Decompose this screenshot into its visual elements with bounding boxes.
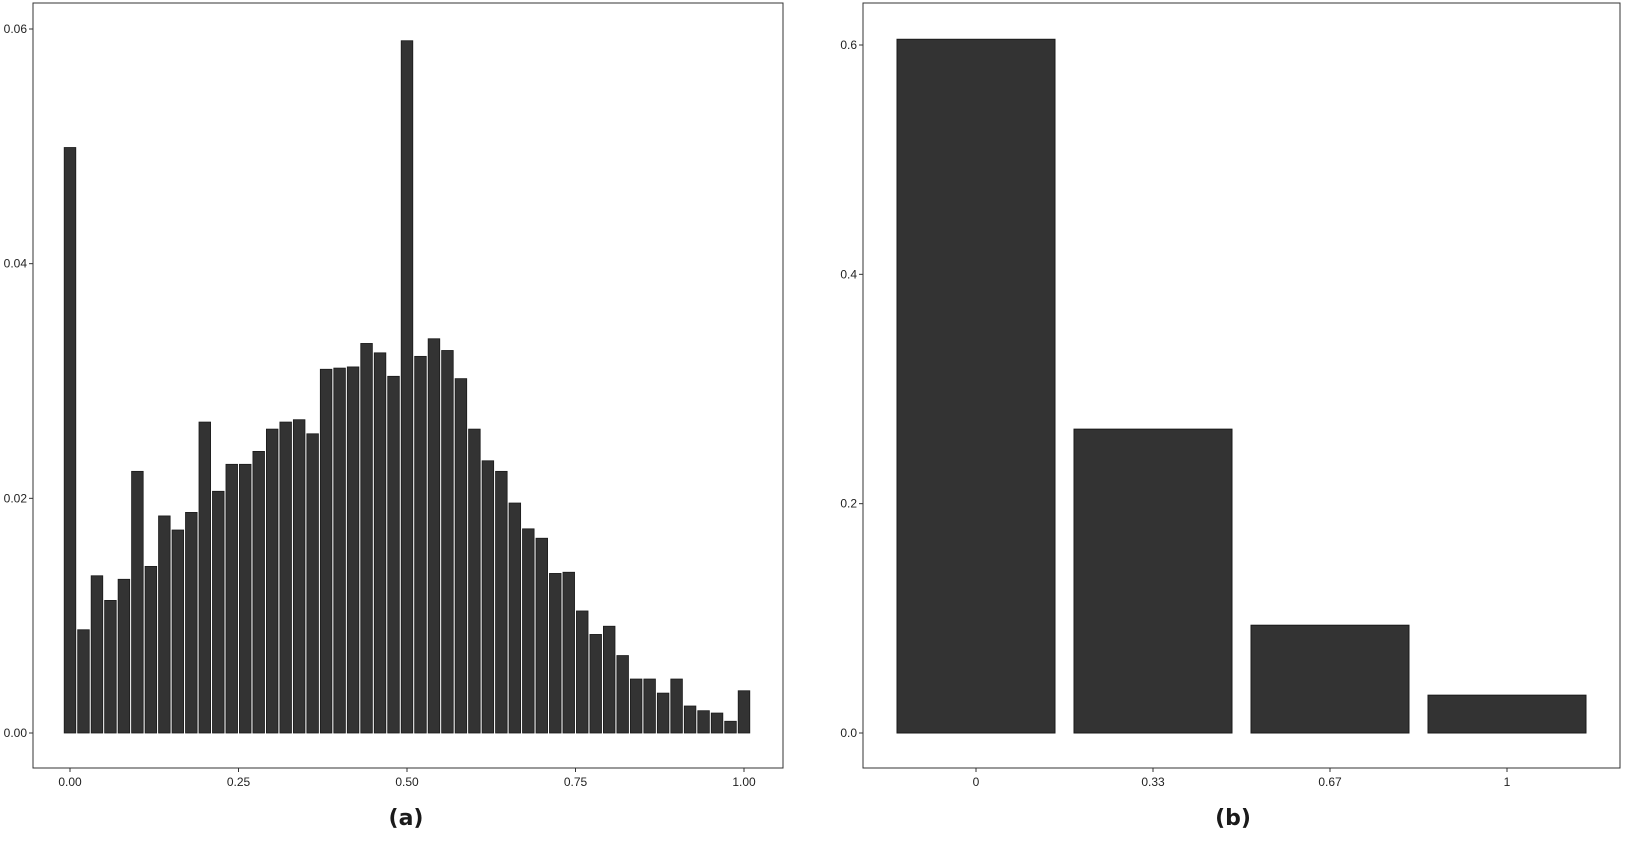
- histogram-bar: [387, 375, 400, 734]
- histogram-bar: [117, 578, 131, 734]
- histogram-bar: [144, 565, 158, 734]
- histogram-bar: [158, 515, 171, 734]
- y-tick-label-a: 0.02: [4, 491, 28, 505]
- histogram-bar: [171, 529, 185, 734]
- histogram-bar: [670, 678, 683, 734]
- histogram-bar: [737, 690, 751, 734]
- x-tick-label-a: 0.75: [564, 775, 588, 789]
- histogram-bar: [468, 428, 481, 734]
- histogram-bar: [346, 366, 360, 734]
- histogram-bar: [441, 350, 454, 734]
- histogram-bar: [265, 428, 279, 734]
- histogram-bar: [63, 147, 77, 734]
- category-bar: [1073, 428, 1233, 734]
- histogram-bar: [629, 678, 643, 734]
- category-bar: [896, 38, 1056, 734]
- histogram-bar: [373, 352, 387, 734]
- histogram-bar: [697, 710, 710, 734]
- category-bar: [1250, 624, 1410, 734]
- histogram-panel-a: 0.00 0.02 0.04 0.06 0.00 0.25 0.50 0.75 1.00: [4, 2, 784, 789]
- histogram-bar: [252, 450, 265, 734]
- bars-a: [63, 40, 751, 734]
- histogram-bar: [306, 433, 319, 734]
- x-tick-label-b: 0.67: [1318, 775, 1342, 789]
- x-axis-a: 0.00 0.25 0.50 0.75 1.00: [58, 768, 756, 789]
- y-tick-label-a: 0.06: [4, 22, 28, 36]
- histogram-bar: [495, 470, 508, 734]
- histogram-bar: [643, 678, 656, 734]
- x-tick-label-b: 0: [973, 775, 980, 789]
- histogram-bar: [225, 463, 238, 734]
- y-tick-label-b: 0.6: [840, 38, 857, 52]
- x-tick-label-b: 0.33: [1141, 775, 1165, 789]
- histogram-bar: [454, 378, 468, 734]
- bar-panel-b: 0.0 0.2 0.4 0.6 0 0.33 0.67 1: [840, 2, 1621, 789]
- histogram-bar: [576, 610, 589, 734]
- y-tick-label-a: 0.00: [4, 726, 28, 740]
- y-axis-a: 0.00 0.02 0.04 0.06: [4, 22, 33, 740]
- x-tick-label-a: 0.25: [227, 775, 251, 789]
- histogram-bar: [549, 573, 562, 734]
- histogram-bar: [481, 460, 495, 734]
- histogram-bar: [683, 705, 697, 734]
- y-tick-label-b: 0.2: [840, 497, 857, 511]
- histogram-bar: [603, 625, 616, 734]
- plot-border-b: [862, 2, 1621, 769]
- histogram-bar: [279, 421, 292, 734]
- histogram-bar: [400, 40, 414, 734]
- plot-border-a: [32, 2, 784, 769]
- histogram-bar: [131, 470, 144, 734]
- histogram-bar: [535, 537, 548, 734]
- histogram-bar: [414, 355, 427, 734]
- caption-a: (a): [389, 806, 424, 831]
- y-axis-b: 0.0 0.2 0.4 0.6: [840, 38, 863, 740]
- x-tick-label-b: 1: [1504, 775, 1511, 789]
- histogram-bar: [656, 692, 670, 734]
- histogram-bar: [724, 720, 737, 734]
- histogram-bar: [212, 490, 225, 734]
- histogram-bar: [508, 502, 522, 734]
- histogram-bar: [77, 629, 90, 734]
- histogram-bar: [562, 571, 575, 734]
- histogram-bar: [90, 575, 104, 734]
- histogram-bar: [522, 528, 535, 734]
- histogram-bar: [292, 419, 306, 734]
- histogram-bar: [185, 512, 198, 734]
- histogram-bar: [239, 463, 252, 734]
- x-tick-label-a: 1.00: [732, 775, 756, 789]
- y-tick-label-b: 0.0: [840, 726, 857, 740]
- histogram-bar: [319, 368, 333, 734]
- histogram-bar: [104, 600, 117, 734]
- histogram-bar: [710, 712, 724, 734]
- histogram-bar: [427, 338, 441, 734]
- category-bar: [1427, 694, 1587, 734]
- caption-b: (b): [1215, 806, 1251, 831]
- x-tick-label-a: 0.50: [395, 775, 419, 789]
- histogram-bar: [333, 367, 346, 734]
- x-axis-b: 0 0.33 0.67 1: [973, 768, 1511, 789]
- x-tick-label-a: 0.00: [58, 775, 82, 789]
- histogram-bar: [360, 343, 373, 734]
- bars-b: [896, 38, 1587, 734]
- histogram-bar: [616, 655, 629, 734]
- y-tick-label-a: 0.04: [4, 257, 28, 271]
- histogram-bar: [589, 634, 602, 734]
- histogram-bar: [198, 421, 211, 734]
- y-tick-label-b: 0.4: [840, 267, 857, 281]
